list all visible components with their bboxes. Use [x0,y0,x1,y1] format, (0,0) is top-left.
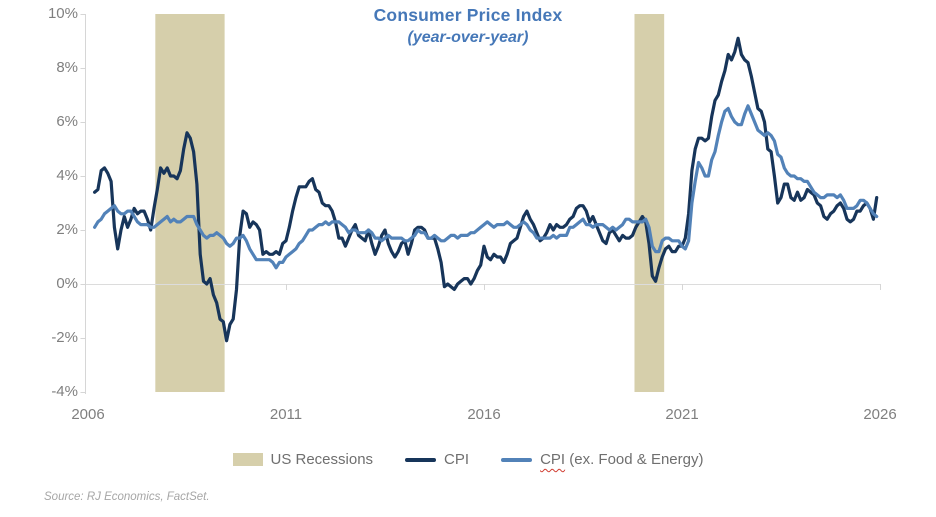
legend-label-cpi: CPI [444,451,470,468]
y-tick-label-2: 2% [56,221,78,238]
recession-band [634,14,665,392]
us-recessions-swatch [232,453,263,466]
cpi-line-swatch [405,457,437,462]
y-tick-label-8: 8% [56,59,78,76]
chart-legend: US Recessions CPI CPI (ex. Food & Energy… [0,451,936,468]
y-tick-label-0: 0% [56,275,78,292]
y-tick-label-4: 4% [56,167,78,184]
y-tick-label-neg2: -2% [51,329,78,346]
y-tick-label-neg4: -4% [51,383,78,400]
x-tick-label-2006: 2006 [71,406,105,423]
core-cpi-series-line [92,104,879,270]
legend-label-core-cpi: CPI (ex. Food & Energy) [540,451,703,468]
y-tick-label-10: 10% [47,5,78,22]
core-cpi-line-swatch [501,457,533,462]
legend-label-core-cpi-word: CPI [540,451,566,468]
legend-label-us-recessions: US Recessions [270,451,374,468]
recession-band [155,14,225,392]
x-tick-label-2026: 2026 [863,406,897,423]
x-tick-label-2011: 2011 [269,406,303,423]
legend-item-cpi: CPI [405,451,469,468]
source-note: Source: RJ Economics, FactSet. [44,491,210,503]
legend-label-core-cpi-rest: (ex. Food & Energy) [565,451,704,468]
legend-item-us-recessions: US Recessions [232,451,374,468]
x-tick-label-2016: 2016 [467,406,501,423]
x-tick-label-2021: 2021 [665,406,699,423]
legend-item-core-cpi: CPI (ex. Food & Energy) [501,451,703,468]
cpi-series-line [92,36,879,343]
y-tick-label-6: 6% [56,113,78,130]
